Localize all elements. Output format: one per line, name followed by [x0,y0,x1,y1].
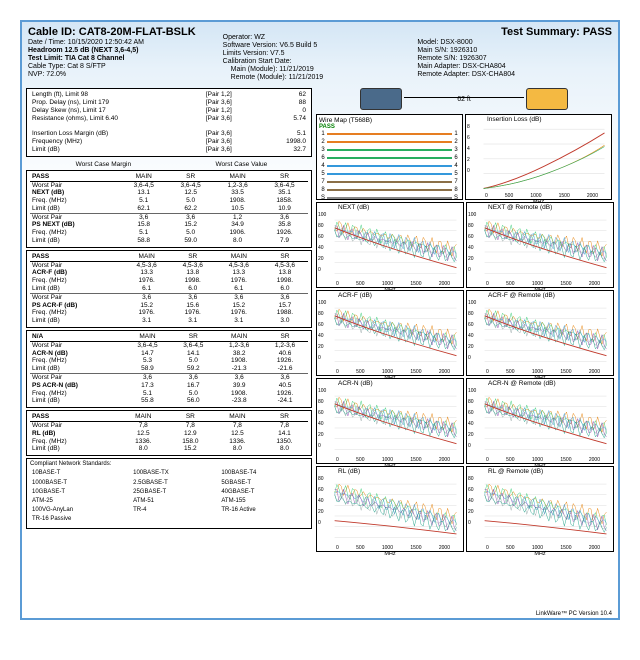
device-diagram: 62 ft [316,88,612,112]
header: Cable ID: CAT8-20M-FLAT-BSLK Date / Time… [22,22,618,86]
acrn-box: N/AMAINSRMAINSR Worst Pair3,6-4,53,6-4,5… [26,330,312,408]
summary-box: Length (ft), Limit 98[Pair 1,2]62 Prop. … [26,88,312,156]
acrf-box: PASSMAINSRMAINSR Worst Pair4,5-3,64,5-3,… [26,250,312,328]
main-device-icon [360,88,402,110]
acrn-chart: ACR-N (dB)1008060402000500100015002000MH… [316,378,464,464]
acrf-chart: ACR-F (dB)1008060402000500100015002000MH… [316,290,464,376]
next-box: PASSMAINSRMAINSR Worst Pair3,6-4,53,6-4,… [26,170,312,248]
standards-box: Compliant Network Standards: 10BASE-T100… [26,458,312,528]
next-remote-chart: NEXT @ Remote (dB)1008060402000500100015… [466,202,614,288]
rl-remote-chart: RL @ Remote (dB)806040200050010001500200… [466,466,614,552]
wiremap-box: Wire Map (T568B) PASS 1122336644557788SS [316,114,463,200]
acrf-remote-chart: ACR-F @ Remote (dB)100806040200050010001… [466,290,614,376]
next-chart: NEXT (dB)1008060402000500100015002000MHz [316,202,464,288]
acrn-remote-chart: ACR-N @ Remote (dB)100806040200050010001… [466,378,614,464]
insloss-chart: Insertion Loss (dB) 86420 05001000150020… [465,114,612,200]
rl-box: PASSMAINSRMAINSR Worst Pair7,87,87,87,8 … [26,410,312,456]
footer: LinkWare™ PC Version 10.4 [536,611,612,617]
rl-chart: RL (dB)8060402000500100015002000MHz [316,466,464,552]
remote-device-icon [526,88,568,110]
